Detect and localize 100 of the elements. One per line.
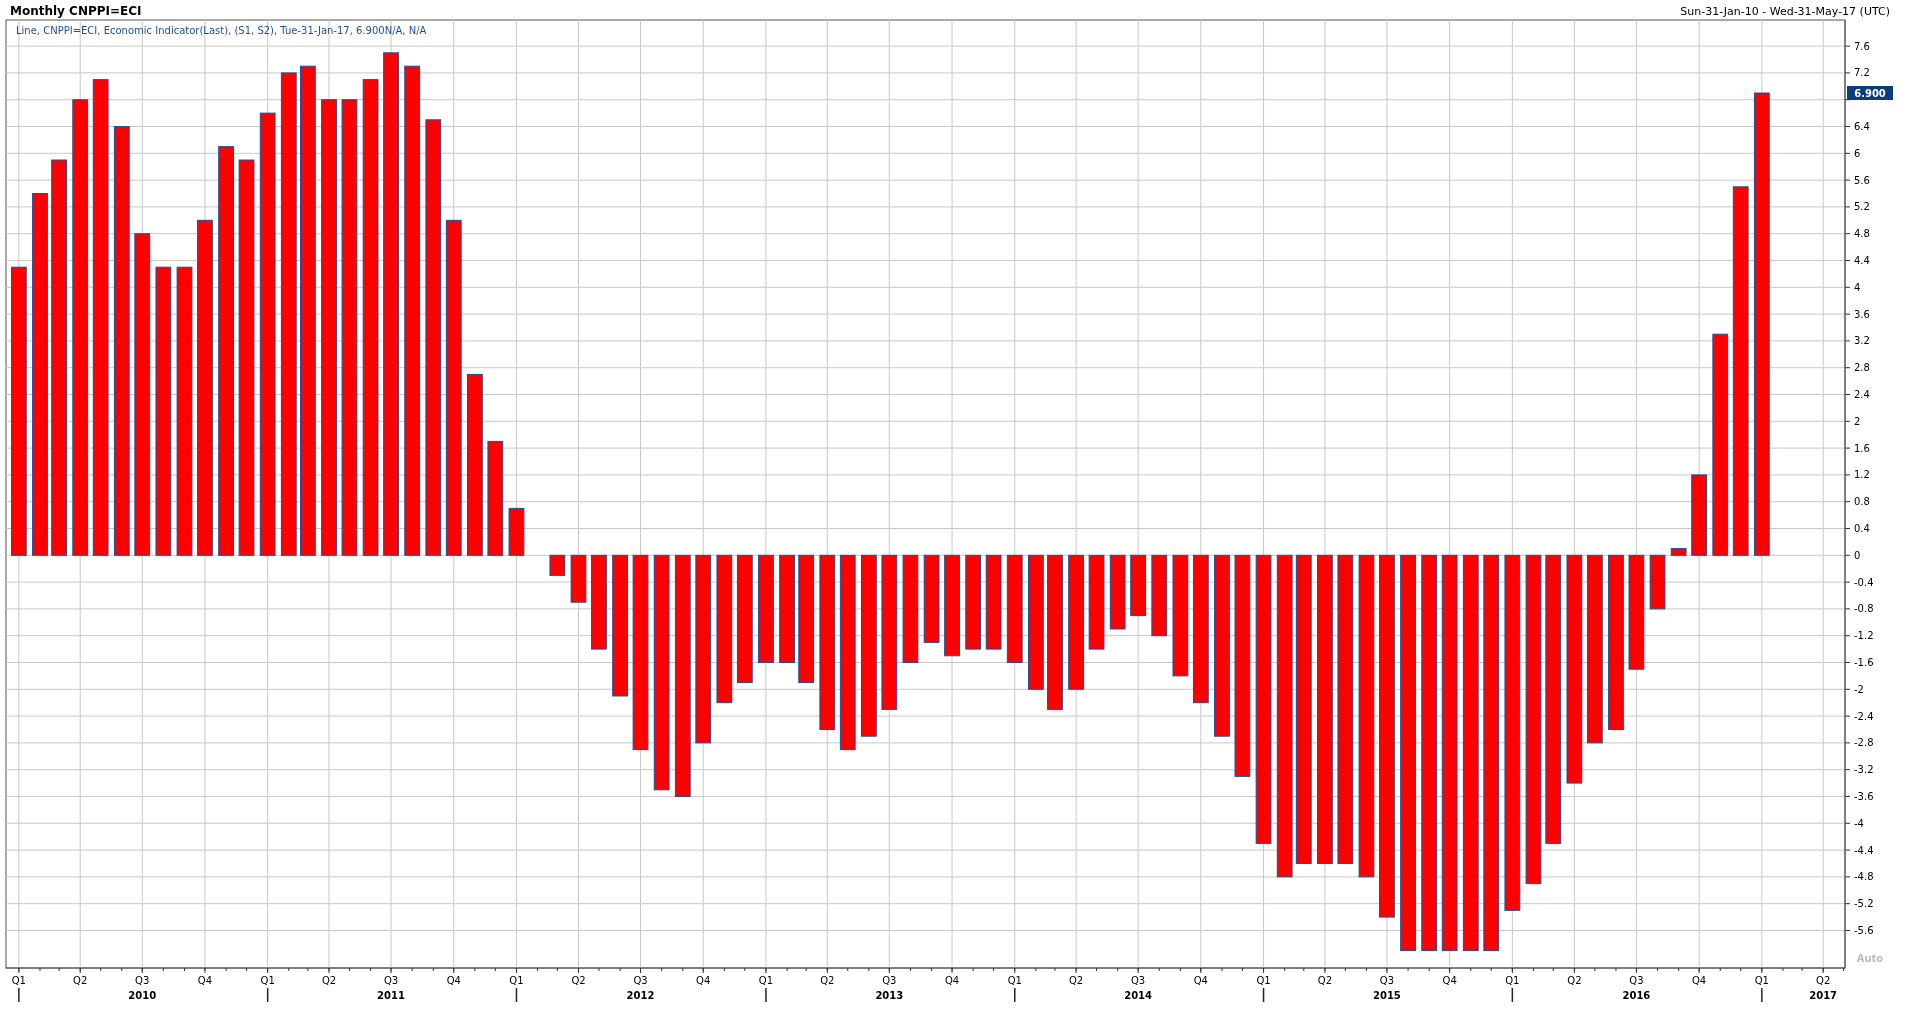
bar <box>819 554 836 730</box>
bar <box>1608 554 1624 730</box>
bar <box>425 119 442 556</box>
bar <box>508 507 525 556</box>
x-tick-label: Q4 <box>1442 975 1457 986</box>
bar <box>1234 554 1251 777</box>
y-tick-label: -1.2 <box>1854 630 1874 642</box>
x-tick-label: Q1 <box>1007 975 1022 986</box>
bar <box>341 99 358 556</box>
y-tick-label: 3.6 <box>1854 308 1870 320</box>
bar <box>902 554 919 663</box>
x-tick-label: Q2 <box>820 975 835 986</box>
bar <box>1441 554 1458 952</box>
x-tick-label: Q2 <box>1567 975 1582 986</box>
y-tick-label: 0 <box>1854 549 1861 561</box>
bar <box>1649 554 1666 610</box>
annotation: Line, CNPPI=ECI, Economic Indicator(Last), (S1, S2), Tue-31-Jan-17, 6.900N/A, N/A <box>16 25 427 36</box>
x-tick-label: Q4 <box>696 975 711 986</box>
y-tick-label: 4.4 <box>1854 255 1870 267</box>
bar <box>32 193 48 556</box>
bar <box>779 554 795 663</box>
y-tick-label: 1.2 <box>1854 469 1870 481</box>
bar <box>1732 186 1749 556</box>
bar <box>923 554 940 643</box>
text: 6.900 <box>1854 87 1886 99</box>
bar <box>1566 554 1583 784</box>
bar <box>881 554 898 710</box>
x-tick-label: Q3 2015 <box>1373 975 1401 1001</box>
bar <box>965 554 982 650</box>
bar <box>944 554 960 657</box>
bar <box>674 554 691 797</box>
bar <box>1462 554 1479 952</box>
y-tick-label: 0.8 <box>1854 496 1870 508</box>
bar <box>259 112 276 556</box>
bar <box>92 79 109 556</box>
x-tick-label: Q3 2011 <box>377 975 405 1001</box>
bar <box>1504 554 1521 911</box>
bar <box>1753 92 1770 556</box>
x-tick-label: Q3 2016 <box>1622 975 1651 1001</box>
bar <box>466 373 483 556</box>
x-tick-label: Q4 <box>446 975 461 986</box>
y-tick-label: -4 <box>1854 817 1864 829</box>
x-tick-label: Q2 <box>321 975 337 986</box>
bar <box>1421 554 1438 952</box>
bar <box>1006 554 1023 663</box>
bar <box>10 266 27 556</box>
x-tick-label: Q1 <box>1505 975 1520 986</box>
y-tick-label: 0.4 <box>1854 523 1870 534</box>
bar <box>716 554 733 704</box>
y-tick-label: 4.8 <box>1854 228 1870 240</box>
x-tick-label: Q1 <box>1754 975 1769 986</box>
x-tick-label: Q1 <box>509 975 524 986</box>
bar <box>1358 554 1375 878</box>
text: Auto <box>1856 953 1884 964</box>
x-tick-label: Q2 <box>1317 975 1333 986</box>
bar <box>218 146 234 556</box>
y-tick-label: 4 <box>1854 281 1861 293</box>
y-tick-label: -0.4 <box>1854 576 1874 588</box>
y-tick-label: -0.8 <box>1854 603 1874 615</box>
y-tick-label: -4.8 <box>1854 871 1874 883</box>
chart-title: Monthly CNPPI=ECI <box>10 4 142 18</box>
bar <box>1088 554 1105 650</box>
bar <box>1337 554 1354 864</box>
bar <box>1255 554 1272 844</box>
x-tick-label: Q2 <box>1068 975 1084 986</box>
bar <box>1027 554 1044 690</box>
bar <box>839 554 856 751</box>
x-tick-label: Q4 <box>1193 975 1208 986</box>
x-tick-label: Q2 2017 <box>1809 975 1838 1001</box>
bar <box>985 554 1002 650</box>
bar <box>1130 554 1147 617</box>
bar <box>134 233 151 556</box>
y-tick-label: -5.2 <box>1854 898 1874 910</box>
x-tick-label: Q3 2014 <box>1124 975 1153 1001</box>
x-tick-label: Q2 <box>571 975 586 986</box>
bar <box>798 554 815 684</box>
bar <box>1151 554 1168 637</box>
bar <box>1379 554 1395 918</box>
y-tick-label: 6.4 <box>1854 121 1870 133</box>
x-tick-label: Q2 <box>73 975 88 986</box>
x-tick-label: Q3 2010 <box>128 975 157 1001</box>
bar <box>404 65 421 556</box>
y-tick-label: -1.6 <box>1854 656 1874 668</box>
bar <box>383 52 399 556</box>
y-tick-label: 7.2 <box>1854 67 1870 79</box>
bar <box>197 219 213 556</box>
bar <box>1525 554 1542 885</box>
bar <box>549 554 566 576</box>
y-tick-label: -2 <box>1854 683 1864 695</box>
y-tick-label: 2 <box>1854 415 1861 427</box>
x-tick-label: Q1 <box>758 975 774 986</box>
bar <box>1276 554 1293 878</box>
x-tick-label: Q3 2013 <box>875 975 904 1001</box>
bar <box>1068 554 1084 690</box>
bar <box>155 266 172 556</box>
y-tick-label: 3.2 <box>1854 335 1870 347</box>
bar <box>570 554 587 603</box>
bar <box>176 266 193 556</box>
bar <box>1586 554 1603 744</box>
bar <box>238 159 255 556</box>
